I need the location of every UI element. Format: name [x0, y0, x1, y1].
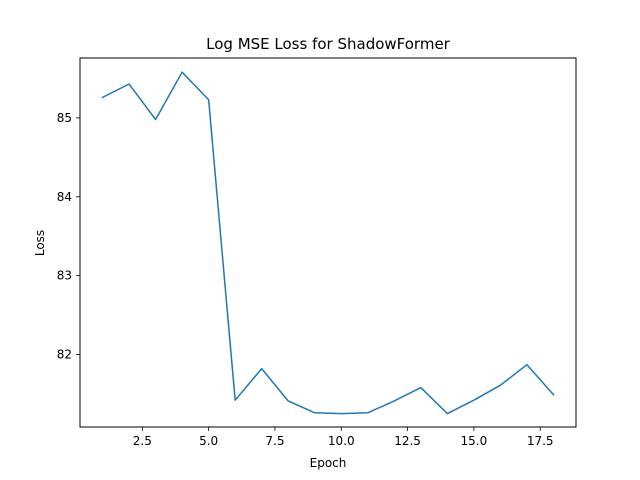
x-axis: 2.5 5.0 7.5 10.0 12.5 15.0 17.5 [133, 427, 554, 448]
x-tick-label: 2.5 [133, 434, 152, 448]
x-tick-label: 12.5 [394, 434, 421, 448]
plot-area [101, 71, 555, 415]
chart-title: Log MSE Loss for ShadowFormer [206, 35, 451, 53]
axes-frame [79, 57, 577, 428]
y-tick-label: 84 [57, 190, 72, 204]
x-tick-label: 15.0 [461, 434, 488, 448]
y-tick-label: 82 [57, 347, 72, 361]
x-tick-label: 17.5 [527, 434, 554, 448]
x-tick-label: 7.5 [265, 434, 284, 448]
x-axis-label: Epoch [310, 456, 347, 470]
x-tick-label: 10.0 [328, 434, 355, 448]
y-tick-label: 85 [57, 111, 72, 125]
series-line-1 [101, 71, 555, 415]
y-tick-label: 83 [57, 269, 72, 283]
y-axis-label: Loss [33, 230, 47, 256]
y-axis: 82 83 84 85 [57, 111, 80, 361]
x-tick-label: 5.0 [199, 434, 218, 448]
